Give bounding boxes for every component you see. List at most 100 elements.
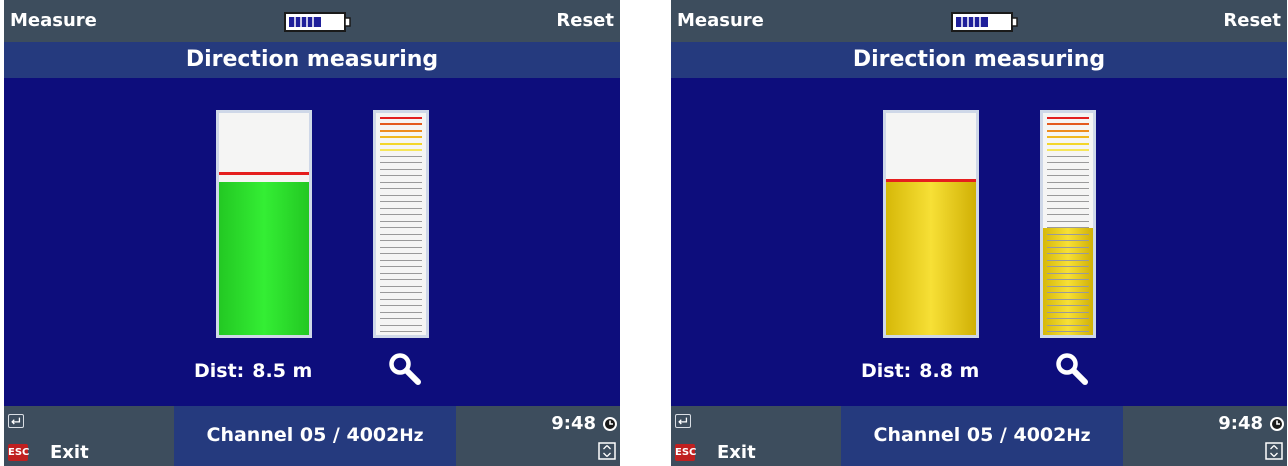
clock-icon [1270,417,1284,431]
scale-tick [380,246,422,248]
distance-label: Dist: [861,360,912,382]
scale-tick [380,253,422,255]
channel-readout: Channel 05 / 4002Hz [174,424,456,446]
channel-panel: Channel 05 / 4002Hz [841,406,1123,466]
scale-tick [380,168,422,170]
channel-readout: Channel 05 / 4002Hz [841,424,1123,446]
scale-tick [1047,117,1089,119]
scale-tick [1047,246,1089,248]
battery-icon [951,12,1018,32]
scale-tick [1047,311,1089,313]
scale-tick [1047,201,1089,203]
clock-time: 9:48 [551,413,596,434]
scale-tick [380,220,422,222]
scale-tick [1047,253,1089,255]
scale-tick [1047,240,1089,242]
scale-tick [380,149,422,152]
device-screen-2: Measure Reset Direction measuring Dist: 8… [671,0,1287,466]
scale-tick [380,142,422,145]
title-bar: Direction measuring [4,42,620,78]
scale-tick [380,201,422,203]
channel-panel: Channel 05 / 4002Hz [174,406,456,466]
top-bar: Measure Reset [671,0,1287,42]
scale-meter-fill [1043,228,1093,335]
measure-panel: Dist: 8.8 m [671,78,1287,406]
scale-tick [1047,259,1089,261]
scale-tick [1047,233,1089,235]
scale-tick [380,181,422,183]
scale-tick [1047,227,1089,229]
scale-tick [380,136,422,139]
channel-label: Channel 05 / [873,424,1007,446]
scale-tick [380,318,422,320]
measure-softkey[interactable]: Measure [10,10,97,31]
magnifier-icon[interactable] [1055,352,1089,386]
clock-icon [603,417,617,431]
scale-tick [1047,142,1089,145]
scale-tick [380,298,422,300]
scale-tick [380,155,422,157]
scale-ticks [380,117,422,332]
scale-tick [1047,324,1089,326]
scale-tick [1047,162,1089,164]
scale-tick [380,279,422,281]
scale-tick [380,194,422,196]
magnifier-icon[interactable] [388,352,422,386]
scale-meter [373,110,429,338]
exit-label[interactable]: Exit [717,442,756,463]
scale-tick [1047,188,1089,190]
scale-tick [1047,175,1089,177]
esc-key-icon[interactable]: ESC [8,444,29,461]
scale-tick [1047,207,1089,209]
scale-tick [380,259,422,261]
scale-tick [380,331,422,332]
scale-tick [1047,318,1089,320]
scale-tick [380,117,422,119]
scale-tick [380,305,422,307]
distance-readout: Dist: 8.5 m [194,360,312,382]
scale-tick [1047,298,1089,300]
nav-pad-icon[interactable] [1265,442,1283,460]
measure-panel: Dist: 8.5 m [4,78,620,406]
clock-time: 9:48 [1218,413,1263,434]
scale-tick [1047,155,1089,157]
distance-readout: Dist: 8.8 m [861,360,979,382]
enter-key-icon[interactable] [675,414,691,428]
device-screen-1: Measure Reset Direction measuring Dist: 8… [4,0,620,466]
scale-tick [380,227,422,229]
bottom-bar: ESC Exit Channel 05 / 4002Hz 9:48 [4,406,620,466]
scale-tick [380,272,422,274]
scale-tick [1047,272,1089,274]
scale-tick [380,129,422,132]
scale-tick [1047,181,1089,183]
bottom-bar: ESC Exit Channel 05 / 4002Hz 9:48 [671,406,1287,466]
scale-tick [380,311,422,313]
nav-pad-icon[interactable] [598,442,616,460]
channel-label: Channel 05 / [206,424,340,446]
frequency-value: 4002 [1013,424,1067,446]
scale-tick [1047,149,1089,152]
signal-meter-fill [219,181,309,335]
scale-tick [1047,214,1089,216]
scale-tick [380,266,422,268]
scale-tick [1047,285,1089,287]
scale-tick [1047,123,1089,126]
distance-value: 8.5 m [252,360,313,382]
title-bar: Direction measuring [671,42,1287,78]
esc-key-icon[interactable]: ESC [675,444,696,461]
measure-softkey[interactable]: Measure [677,10,764,31]
scale-tick [380,188,422,190]
enter-key-icon[interactable] [8,414,24,428]
scale-ticks [1047,117,1089,332]
frequency-value: 4002 [346,424,400,446]
reset-softkey[interactable]: Reset [1223,10,1281,31]
scale-tick [380,214,422,216]
signal-meter [216,110,312,338]
scale-tick [1047,331,1089,332]
exit-label[interactable]: Exit [50,442,89,463]
distance-value: 8.8 m [919,360,980,382]
page-title: Direction measuring [185,47,439,72]
scale-tick [1047,168,1089,170]
battery-icon [284,12,351,32]
reset-softkey[interactable]: Reset [556,10,614,31]
